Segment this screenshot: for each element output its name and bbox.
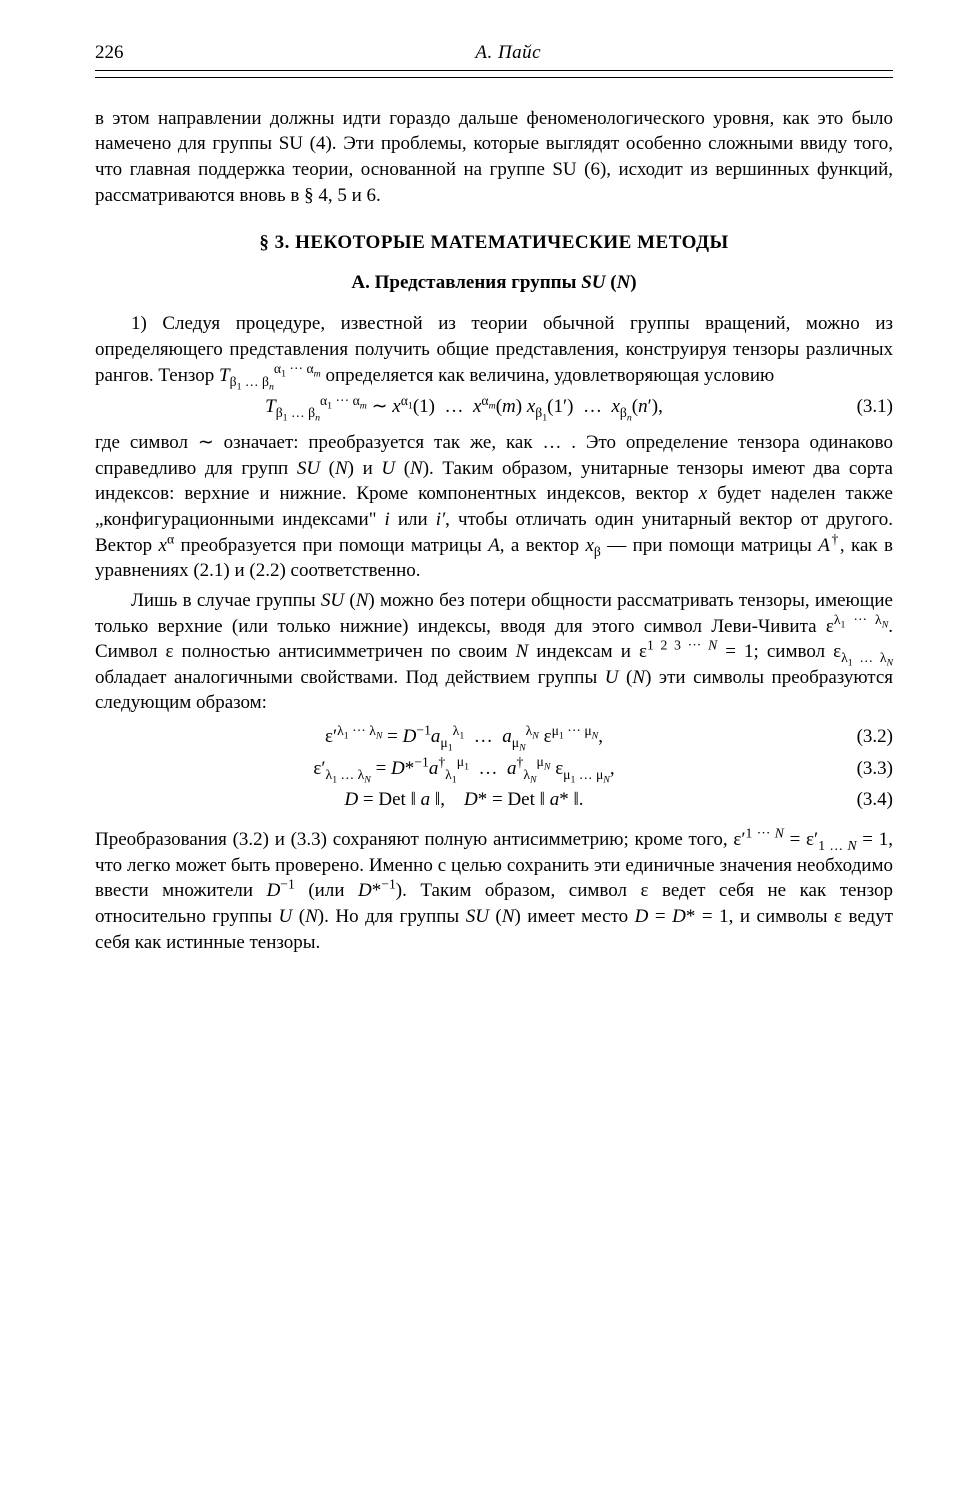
paragraph-3: где символ ∼ означает: преобразуется так…: [95, 430, 893, 584]
eq31-label: (3.1): [833, 394, 893, 420]
eq32-body: ε′λ1 ··· λN = D−1aμ1λ1 … aμNλN εμ1 ··· μ…: [95, 724, 833, 750]
eq33-body: ε′λ1 … λN = D*−1a†λ1μ1 … a†λNμN εμ1 … μN…: [95, 756, 833, 782]
paragraph-4: Лишь в случае группы SU (N) можно без по…: [95, 588, 893, 716]
header-rule: [95, 77, 893, 78]
equation-3-4: D = Det ‖ a ‖, D* = Det ‖ a* ‖. (3.4): [95, 787, 893, 813]
subsection-title: А. Представления группы SU (N): [95, 270, 893, 296]
para2-part2: определяется как величина, удовлетворяющ…: [321, 365, 774, 386]
paragraph-5: Преобразования (3.2) и (3.3) сохраняют п…: [95, 827, 893, 955]
section-title: § 3. НЕКОТОРЫЕ МАТЕМАТИЧЕСКИЕ МЕТОДЫ: [95, 230, 893, 256]
eq31-body: Tβ1 … βnα1 ··· αm ∼ xα1(1) … xαm(m) xβ1(…: [95, 394, 833, 420]
equation-3-3: ε′λ1 … λN = D*−1a†λ1μ1 … a†λNμN εμ1 … μN…: [95, 756, 893, 782]
eq34-label: (3.4): [833, 787, 893, 813]
author-name: А. Пайс: [124, 40, 894, 66]
page-number: 226: [95, 40, 124, 66]
eq34-body: D = Det ‖ a ‖, D* = Det ‖ a* ‖.: [95, 787, 833, 813]
equation-3-1: Tβ1 … βnα1 ··· αm ∼ xα1(1) … xαm(m) xβ1(…: [95, 394, 893, 420]
para1-text: в этом направлении должны идти гораздо д…: [95, 108, 893, 206]
paragraph-2: 1) Следуя процедуре, известной из теории…: [95, 311, 893, 388]
equation-3-2: ε′λ1 ··· λN = D−1aμ1λ1 … aμNλN εμ1 ··· μ…: [95, 724, 893, 750]
eq32-label: (3.2): [833, 724, 893, 750]
paragraph-intro: в этом направлении должны идти гораздо д…: [95, 106, 893, 209]
page-header: 226 А. Пайс: [95, 40, 893, 71]
eq33-label: (3.3): [833, 756, 893, 782]
